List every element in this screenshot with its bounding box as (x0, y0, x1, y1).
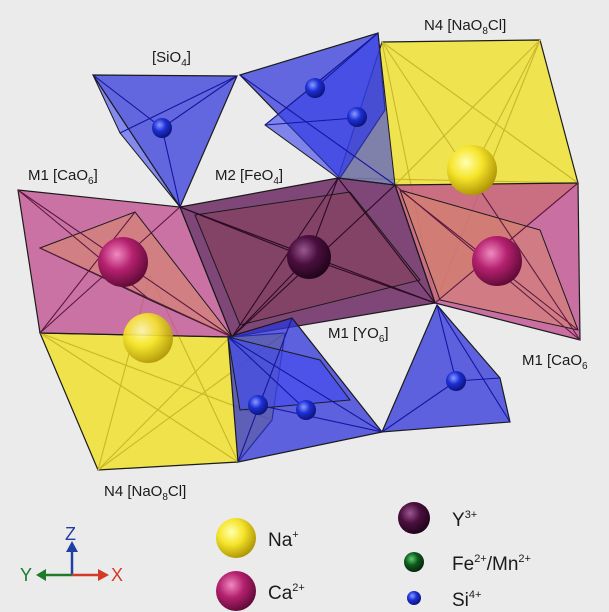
si-atom-4 (248, 395, 268, 415)
axis-triad: Z Y X (20, 524, 123, 585)
ca-atom-right (472, 236, 522, 286)
feo4-tetrahedron-top (238, 32, 396, 186)
legend-ca-label: Ca2+ (268, 582, 305, 604)
ca-atom-left (98, 237, 148, 287)
legend-y-label: Y3+ (452, 509, 477, 531)
legend-na-label: Na+ (268, 529, 299, 551)
x-arrow-icon (98, 569, 109, 581)
y-atom-center (287, 235, 331, 279)
x-axis-label: X (111, 565, 123, 585)
label-m1-right: M1 [CaO6 (522, 352, 588, 372)
z-axis-label: Z (65, 524, 76, 544)
y-arrow-icon (36, 569, 46, 581)
na-atom-top (447, 145, 497, 195)
legend-fe-mn-swatch (404, 552, 424, 572)
si-atom-3 (347, 107, 367, 127)
sio4-tetrahedron-bottom-center (227, 317, 384, 463)
sio4-tetrahedron-top-left (91, 74, 238, 209)
label-n4-bottom: N4 [NaO8Cl] (104, 483, 186, 503)
na-atom-bottom (123, 313, 173, 363)
legend: Na+ Ca2+ Y3+ Fe2+/Mn2+ Si4+ (216, 502, 531, 611)
label-m1-left: M1 [CaO6] (28, 167, 98, 187)
y-axis-label: Y (20, 565, 32, 585)
label-sio4: [SiO4] (152, 49, 191, 69)
si-atom-6 (446, 371, 466, 391)
legend-si-label: Si4+ (452, 589, 481, 611)
label-m1-center: M1 [YO6] (328, 325, 389, 345)
z-arrow-icon (66, 541, 78, 552)
sio4-tetrahedron-bottom-right (381, 303, 511, 433)
si-atom-5 (296, 400, 316, 420)
label-n4-top: N4 [NaO8Cl] (424, 17, 506, 37)
si-atom-2 (305, 78, 325, 98)
legend-na-swatch (216, 518, 256, 558)
legend-ca-swatch (216, 571, 256, 611)
legend-y-swatch (398, 502, 430, 534)
legend-si-swatch (407, 591, 421, 605)
legend-fe-mn-label: Fe2+/Mn2+ (452, 553, 531, 575)
label-m2: M2 [FeO4] (215, 167, 283, 187)
si-atom-1 (152, 118, 172, 138)
